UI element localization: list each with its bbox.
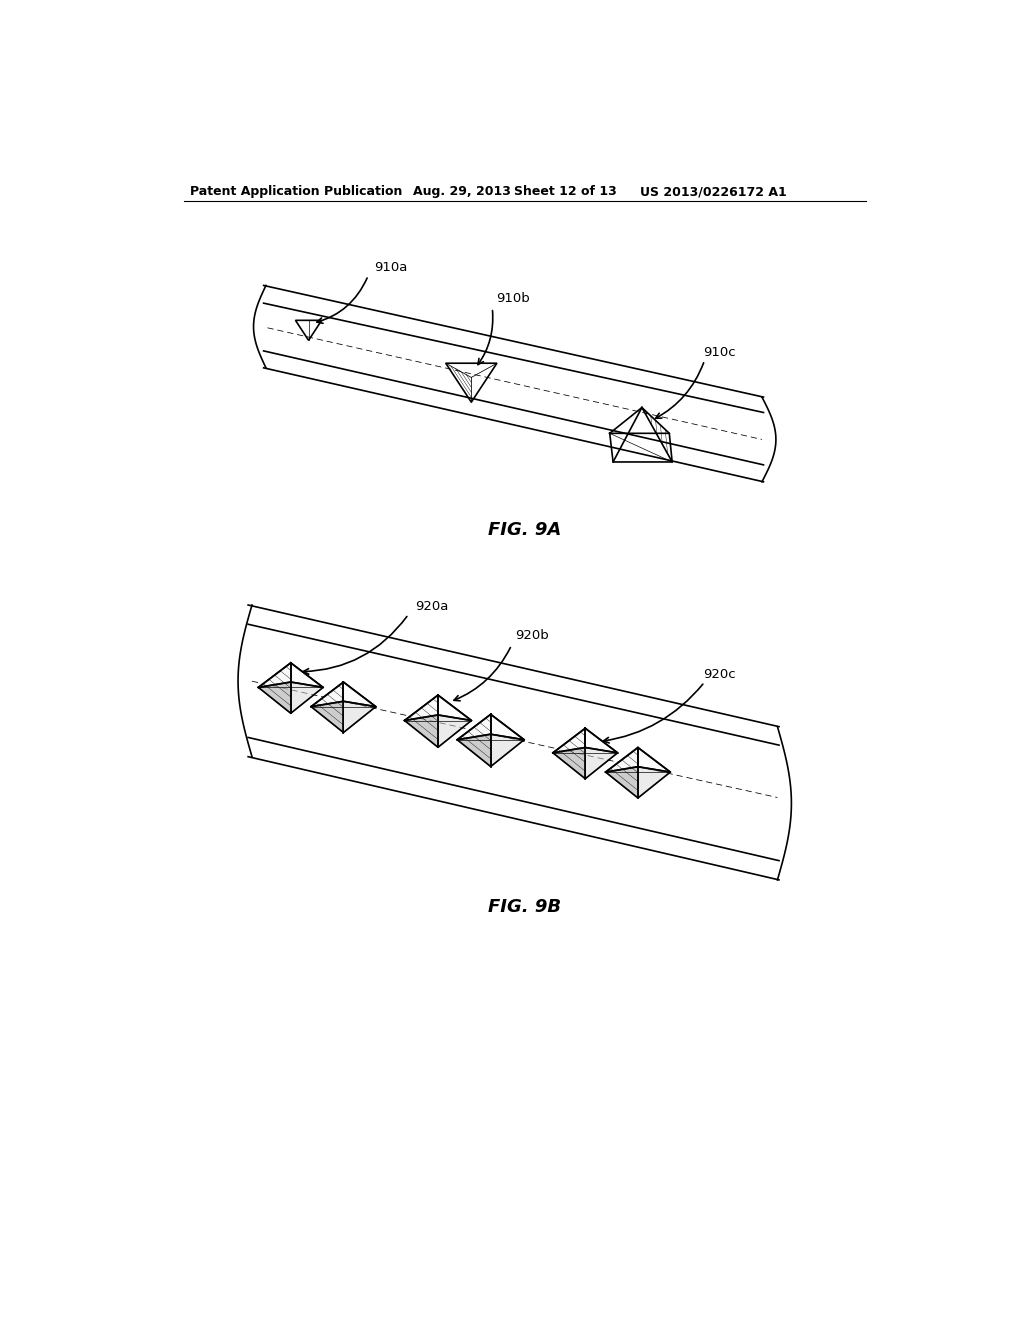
Polygon shape (258, 663, 324, 688)
Polygon shape (311, 682, 343, 733)
Polygon shape (458, 714, 490, 767)
Polygon shape (404, 696, 471, 721)
Polygon shape (343, 682, 376, 733)
Polygon shape (291, 663, 324, 713)
Text: FIG. 9B: FIG. 9B (488, 898, 561, 916)
Polygon shape (586, 729, 617, 779)
Text: 910a: 910a (375, 261, 408, 275)
Text: Aug. 29, 2013: Aug. 29, 2013 (414, 185, 511, 198)
Text: Patent Application Publication: Patent Application Publication (190, 185, 402, 198)
Polygon shape (605, 747, 638, 799)
Text: 920c: 920c (703, 668, 735, 681)
Text: Sheet 12 of 13: Sheet 12 of 13 (514, 185, 616, 198)
Text: 920b: 920b (515, 630, 549, 643)
Polygon shape (553, 729, 617, 752)
Text: 920a: 920a (415, 601, 449, 612)
Text: 910c: 910c (703, 346, 735, 359)
Text: 910b: 910b (496, 292, 529, 305)
Text: FIG. 9A: FIG. 9A (488, 520, 561, 539)
Text: US 2013/0226172 A1: US 2013/0226172 A1 (640, 185, 786, 198)
Polygon shape (458, 714, 524, 739)
Polygon shape (404, 696, 438, 747)
Polygon shape (605, 747, 671, 772)
Polygon shape (553, 729, 586, 779)
Polygon shape (490, 714, 524, 767)
Polygon shape (258, 663, 291, 713)
Polygon shape (311, 682, 376, 706)
Polygon shape (438, 696, 471, 747)
Polygon shape (638, 747, 671, 799)
